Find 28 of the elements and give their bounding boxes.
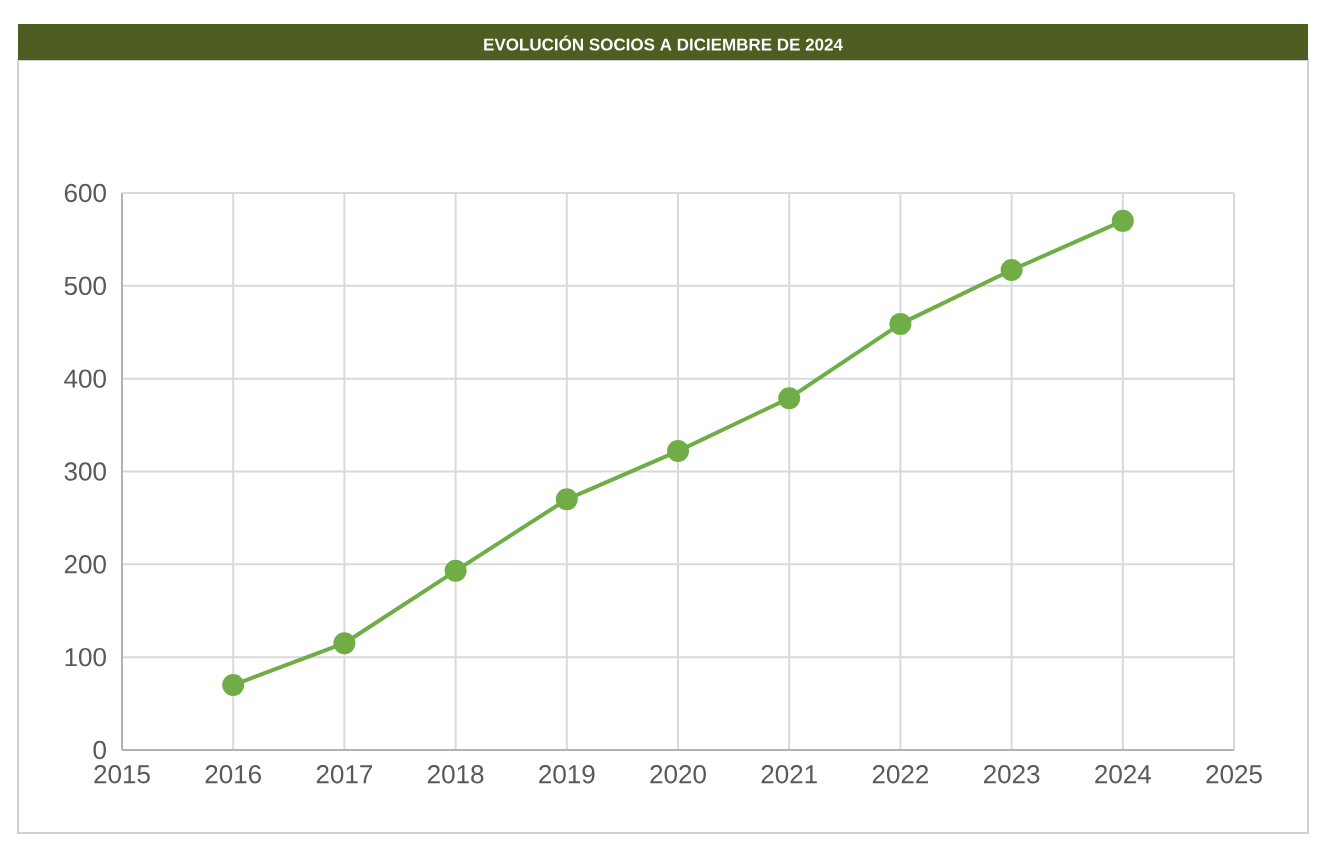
- x-tick-label: 2021: [761, 765, 817, 784]
- point: [222, 674, 245, 697]
- x-tick-label: 2023: [984, 765, 1040, 784]
- point: [444, 559, 467, 582]
- y-tick-label: 200: [64, 555, 106, 574]
- y-tick-label: 600: [64, 183, 106, 203]
- point: [667, 440, 690, 463]
- y-tick-label: 400: [64, 369, 106, 388]
- point: [889, 312, 912, 335]
- point: [1000, 259, 1023, 282]
- x-tick-label: 2015: [94, 765, 150, 784]
- x-tick-label: 2025: [1206, 765, 1262, 784]
- x-tick-label: 2018: [428, 765, 484, 784]
- y-tick-label: 100: [65, 647, 106, 667]
- point: [333, 632, 356, 655]
- point: [1111, 209, 1134, 232]
- y-tick-label: 300: [64, 462, 106, 481]
- x-tick-label: 2020: [650, 765, 706, 784]
- chart-title: EVOLUCIÓN SOCIOS A DICIEMBRE DE 2024: [484, 35, 843, 51]
- x-tick-label: 2016: [205, 765, 261, 784]
- x-tick-label: 2024: [1095, 765, 1151, 784]
- point: [555, 488, 578, 511]
- y-tick-label: 500: [64, 276, 106, 296]
- point: [778, 387, 801, 410]
- x-tick-label: 2017: [316, 765, 372, 784]
- x-tick-label: 2022: [872, 765, 929, 784]
- x-tick-label: 2019: [539, 765, 595, 784]
- y-tick-label: 0: [93, 740, 106, 760]
